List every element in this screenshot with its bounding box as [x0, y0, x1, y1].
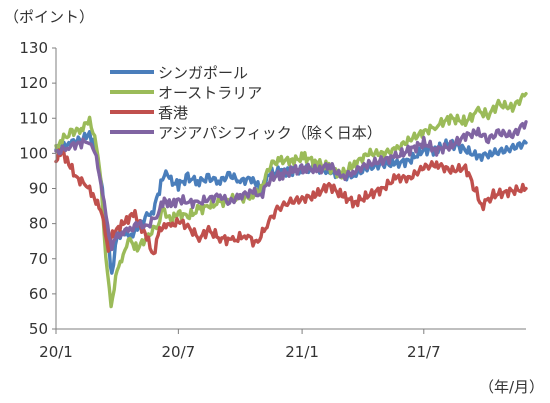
- y-tick-label: 110: [19, 109, 48, 127]
- x-tick-label: 21/1: [285, 343, 319, 361]
- x-unit-label: （年/月）: [479, 378, 544, 396]
- x-tick-label: 20/7: [162, 343, 196, 361]
- y-tick-label: 120: [19, 74, 48, 92]
- y-tick-labels: 50 60 70 80 90 100 110 120 130: [19, 39, 56, 338]
- plot-area: 50 60 70 80 90 100 110 120 130 20/1 20/7 21/1 21/7: [19, 39, 528, 361]
- legend-label: オーストラリア: [158, 84, 262, 102]
- x-tick-labels: 20/1 20/7 21/1 21/7: [39, 329, 441, 361]
- y-tick-label: 100: [19, 144, 48, 162]
- x-tick-label: 20/1: [39, 343, 73, 361]
- y-tick-label: 130: [19, 39, 48, 57]
- y-tick-label: 70: [29, 250, 48, 268]
- x-tick-label: 21/7: [407, 343, 441, 361]
- series-line: [54, 147, 528, 256]
- legend-label: シンガポール: [158, 64, 248, 82]
- y-tick-label: 50: [29, 320, 48, 338]
- series-layer: [54, 91, 528, 309]
- legend-label: 香港: [158, 104, 188, 122]
- y-unit-label: （ポイント）: [4, 8, 94, 26]
- series-line: [54, 120, 528, 252]
- legend-label: アジアパシフィック（除く日本）: [158, 124, 382, 142]
- y-tick-label: 90: [29, 180, 48, 198]
- series-line: [54, 91, 528, 309]
- y-tick-label: 60: [29, 285, 48, 303]
- y-tick-label: 80: [29, 215, 48, 233]
